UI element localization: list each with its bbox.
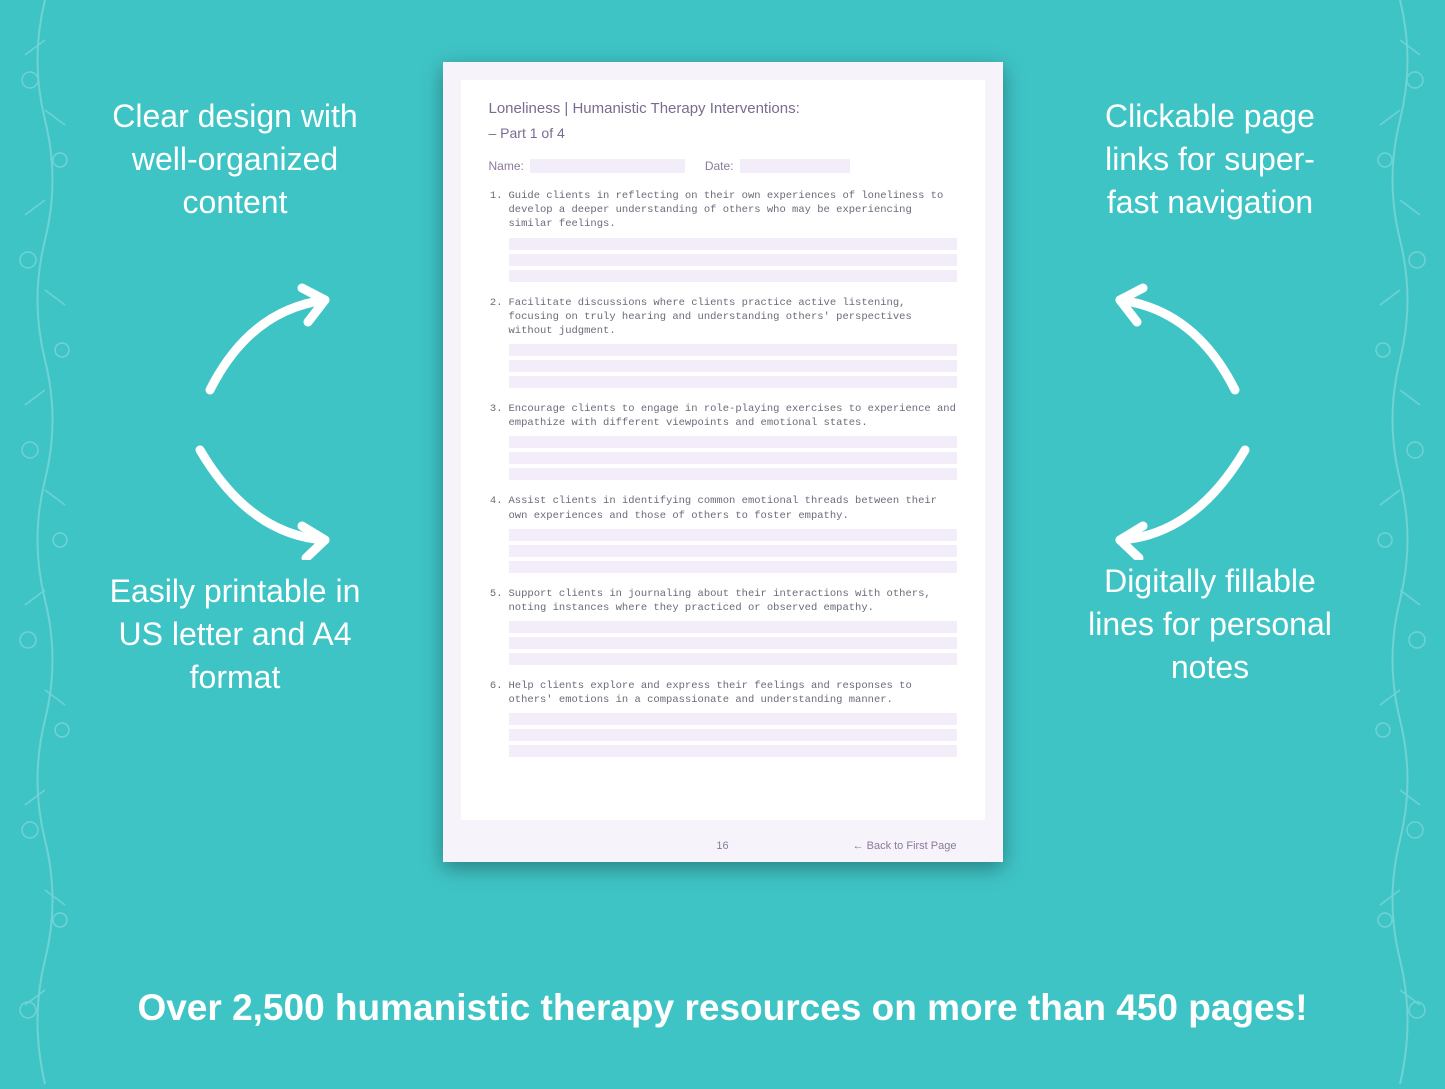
callout-bottom-left: Easily printable in US letter and A4 for… — [100, 570, 370, 700]
worksheet-item: 5. Support clients in journaling about t… — [489, 587, 957, 665]
document-title: Loneliness | Humanistic Therapy Interven… — [489, 100, 957, 117]
page-number: 16 — [716, 840, 728, 852]
document-page: Loneliness | Humanistic Therapy Interven… — [443, 62, 1003, 862]
callout-bottom-right: Digitally fillable lines for personal no… — [1080, 560, 1340, 690]
item-number: 5. — [489, 587, 503, 615]
fillable-lines[interactable] — [509, 436, 957, 480]
worksheet-item: 4. Assist clients in identifying common … — [489, 494, 957, 572]
document-subtitle: – Part 1 of 4 — [489, 125, 957, 141]
item-text: Assist clients in identifying common emo… — [509, 494, 957, 522]
fillable-lines[interactable] — [509, 713, 957, 757]
date-label: Date: — [705, 159, 734, 173]
arrow-bottom-right — [1095, 430, 1265, 560]
worksheet-item: 2. Facilitate discussions where clients … — [489, 296, 957, 389]
arrow-top-right — [1095, 280, 1255, 410]
decorative-vine-left — [0, 0, 90, 1084]
fillable-lines[interactable] — [509, 344, 957, 388]
worksheet-item: 1. Guide clients in reflecting on their … — [489, 189, 957, 282]
item-number: 3. — [489, 402, 503, 430]
name-date-row: Name: Date: — [489, 159, 957, 173]
back-to-first-page-link[interactable]: ← Back to First Page — [853, 840, 957, 852]
fillable-lines[interactable] — [509, 529, 957, 573]
fillable-lines[interactable] — [509, 238, 957, 282]
item-text: Support clients in journaling about thei… — [509, 587, 957, 615]
bottom-tagline: Over 2,500 humanistic therapy resources … — [0, 987, 1445, 1029]
item-number: 2. — [489, 296, 503, 339]
date-field: Date: — [705, 159, 850, 173]
item-number: 1. — [489, 189, 503, 232]
document-inner: Loneliness | Humanistic Therapy Interven… — [461, 80, 985, 820]
worksheet-item: 6. Help clients explore and express thei… — [489, 679, 957, 757]
date-input[interactable] — [740, 159, 850, 173]
worksheet-item: 3. Encourage clients to engage in role-p… — [489, 402, 957, 480]
name-field: Name: — [489, 159, 685, 173]
item-text: Help clients explore and express their f… — [509, 679, 957, 707]
name-input[interactable] — [530, 159, 685, 173]
arrow-bottom-left — [180, 430, 350, 560]
item-text: Encourage clients to engage in role-play… — [509, 402, 957, 430]
item-text: Facilitate discussions where clients pra… — [509, 296, 957, 339]
item-number: 4. — [489, 494, 503, 522]
callout-top-right: Clickable page links for super-fast navi… — [1080, 95, 1340, 225]
fillable-lines[interactable] — [509, 621, 957, 665]
callout-top-left: Clear design with well-organized content — [105, 95, 365, 225]
item-number: 6. — [489, 679, 503, 707]
name-label: Name: — [489, 159, 524, 173]
arrow-top-left — [190, 280, 350, 410]
decorative-vine-right — [1355, 0, 1445, 1084]
item-text: Guide clients in reflecting on their own… — [509, 189, 957, 232]
